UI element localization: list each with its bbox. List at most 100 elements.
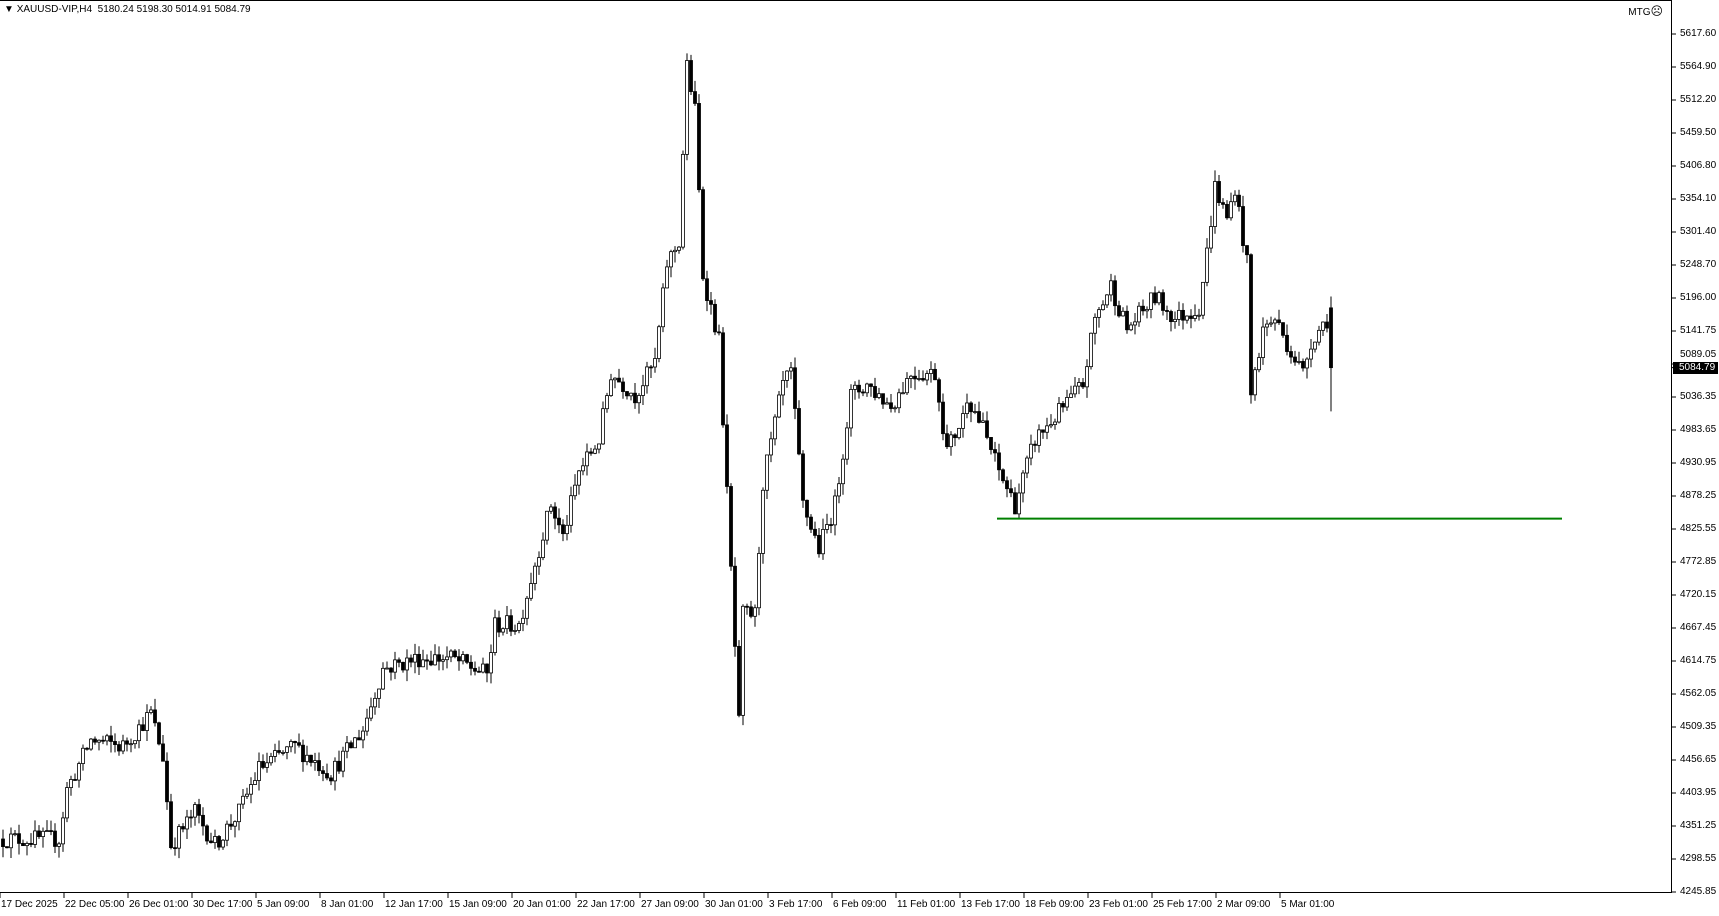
candle-body: [69, 779, 73, 788]
candle-body: [889, 402, 893, 409]
candle-body: [1305, 358, 1309, 369]
candle-body: [721, 332, 725, 426]
candle-body: [489, 652, 493, 674]
candle-body: [365, 717, 369, 732]
candle-body: [1049, 424, 1053, 427]
price-tick-label: 5406.80: [1680, 160, 1717, 171]
time-tick-label: 17 Dec 2025: [1, 899, 58, 910]
candle-body: [73, 779, 77, 781]
candle-body: [513, 630, 517, 632]
candle-body: [1277, 319, 1281, 324]
candle-body: [181, 826, 185, 830]
candle-body: [657, 326, 661, 359]
candle-body: [469, 661, 473, 669]
price-tick-label: 4403.95: [1680, 787, 1717, 798]
candle-body: [701, 189, 705, 280]
candle-body: [333, 760, 337, 782]
candle-body: [857, 384, 861, 393]
price-tick-label: 5036.35: [1680, 391, 1717, 402]
candle-body: [1261, 326, 1265, 358]
chart-plot-area[interactable]: [0, 0, 1672, 893]
candle-body: [1229, 201, 1233, 219]
candle-body: [909, 375, 913, 379]
candle-body: [205, 825, 209, 842]
candle-body: [605, 395, 609, 410]
candle-body: [413, 653, 417, 663]
candle-body: [1233, 194, 1237, 203]
candle-body: [501, 628, 505, 633]
candle-body: [681, 153, 685, 248]
price-tick-label: 5301.40: [1680, 226, 1717, 237]
candle-body: [985, 420, 989, 438]
candle-body: [813, 528, 817, 536]
candle-body: [1093, 316, 1097, 334]
candle-body: [1033, 443, 1037, 446]
candle-body: [1137, 305, 1141, 323]
candle-body: [717, 331, 721, 334]
candle-body: [213, 836, 217, 844]
candle-body: [785, 370, 789, 381]
time-tick-label: 12 Jan 17:00: [385, 899, 443, 910]
price-tick-label: 4562.05: [1680, 688, 1717, 699]
candle-body: [893, 407, 897, 410]
candle-body: [381, 667, 385, 690]
candle-body: [405, 657, 409, 671]
candle-body: [129, 743, 133, 746]
candle-body: [185, 816, 189, 830]
candle-body: [1329, 307, 1333, 369]
candle-body: [161, 743, 165, 762]
candle-body: [209, 840, 213, 844]
candle-body: [829, 524, 833, 526]
candle-body: [1269, 322, 1273, 325]
candle-body: [941, 401, 945, 435]
candle-body: [529, 583, 533, 599]
candle-body: [1117, 305, 1121, 317]
candle-body: [321, 770, 325, 774]
candle-body: [289, 741, 293, 748]
candle-body: [741, 605, 745, 716]
candle-body: [273, 750, 277, 757]
candle-body: [597, 443, 601, 450]
candle-body: [1185, 315, 1189, 321]
candle-body: [229, 823, 233, 827]
candle-body: [13, 833, 17, 836]
candle-body: [133, 740, 137, 745]
candle-body: [1077, 382, 1081, 387]
candle-body: [353, 737, 357, 749]
candle-body: [853, 384, 857, 390]
candle-body: [81, 747, 85, 764]
candle-body: [393, 659, 397, 673]
candle-body: [1197, 314, 1201, 317]
candle-body: [1057, 403, 1061, 423]
candle-body: [901, 392, 905, 395]
candle-body: [421, 659, 425, 668]
dropdown-triangle-icon[interactable]: ▼: [4, 4, 17, 15]
time-tick-label: 30 Dec 17:00: [193, 899, 253, 910]
candle-body: [425, 659, 429, 662]
candle-body: [153, 709, 157, 724]
candle-body: [453, 650, 457, 658]
candle-body: [29, 843, 33, 845]
candle-body: [1181, 309, 1185, 321]
candle-body: [177, 826, 181, 849]
candle-body: [65, 787, 69, 819]
candle-body: [1217, 181, 1221, 204]
candle-body: [765, 454, 769, 491]
candle-body: [933, 368, 937, 381]
candle-body: [825, 524, 829, 530]
candle-body: [341, 750, 345, 772]
candle-body: [957, 427, 961, 439]
candle-body: [845, 427, 849, 460]
time-tick-label: 6 Feb 09:00: [833, 899, 887, 910]
price-tick-label: 5141.75: [1680, 325, 1717, 336]
price-tick-label: 4930.95: [1680, 457, 1717, 468]
candle-body: [1113, 280, 1117, 307]
time-tick-label: 23 Feb 01:00: [1089, 899, 1148, 910]
candle-body: [85, 747, 89, 750]
candle-body: [169, 801, 173, 849]
candle-body: [473, 667, 477, 672]
candle-body: [57, 843, 61, 847]
candle-body: [1213, 181, 1217, 227]
candle-body: [241, 795, 245, 805]
candle-body: [509, 615, 513, 632]
